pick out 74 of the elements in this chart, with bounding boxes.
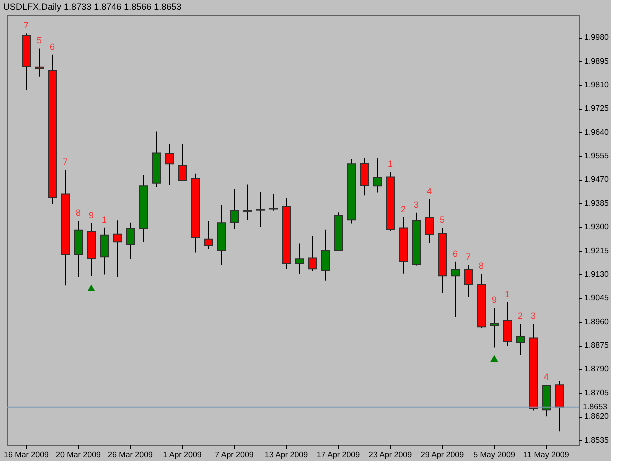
candlestick (555, 380, 564, 432)
y-tick-label: 1.9725 (584, 104, 610, 114)
text: 5 (440, 215, 446, 226)
x-tick-label: 11 May 2009 (524, 450, 570, 460)
text: 4 (426, 186, 432, 196)
text: 5 (36, 36, 42, 46)
y-tick-label: 1.8875 (584, 341, 610, 350)
y-tick-label: 1.9895 (584, 56, 610, 66)
y-tick-label: 1.9300 (584, 222, 610, 232)
x-tick-label: 29 Apr 2009 (420, 450, 465, 460)
candlestick (113, 220, 122, 278)
text: 9 (88, 210, 94, 220)
text: 8 (478, 261, 484, 272)
candlestick (165, 144, 174, 186)
candlestick (295, 243, 304, 275)
y-tick-label: 1.9640 (584, 128, 610, 137)
x-tick-label: 23 Apr 2009 (368, 450, 413, 460)
text: 7 (62, 157, 68, 168)
y-tick-label: 1.9555 (584, 152, 610, 161)
y-tick-label: 1.9470 (584, 175, 610, 184)
y-tick-label: 1.8620 (584, 412, 610, 422)
candlestick (451, 261, 460, 318)
candlestick (269, 194, 278, 212)
ref-line-label: 1.8653 (583, 402, 608, 412)
candlestick (256, 192, 265, 228)
candlestick (100, 227, 109, 276)
text: 1 (102, 214, 108, 225)
y-tick-label: 1.8960 (584, 317, 610, 326)
candlestick (308, 235, 317, 272)
y-tick-label: 1.8705 (584, 388, 610, 398)
y-tick-label: 1.8535 (584, 436, 610, 445)
text: 1 (388, 159, 394, 170)
text: 6 (452, 248, 458, 259)
y-tick-label: 1.9045 (584, 294, 610, 303)
x-tick-label: 20 Mar 2009 (56, 450, 102, 460)
chart-title: USDLFX,Daily 1.8733 1.8746 1.8566 1.8653 (4, 2, 182, 12)
text: 7 (466, 252, 472, 262)
text: 4 (544, 372, 550, 382)
candlestick (126, 222, 135, 260)
y-tick-label: 1.9385 (584, 198, 610, 208)
y-tick-label: 1.9215 (584, 246, 610, 256)
x-tick-label: 1 Apr 2009 (163, 450, 202, 460)
candlestick (516, 324, 525, 356)
text: 7 (24, 20, 30, 31)
candlestick (503, 302, 512, 347)
candlestick (243, 184, 252, 221)
text: 2 (518, 311, 524, 322)
x-tick-label: 26 Mar 2009 (108, 450, 154, 460)
text: 1 (504, 289, 510, 300)
text: 9 (492, 295, 498, 306)
x-tick-label: 7 Apr 2009 (215, 450, 254, 460)
candlestick (464, 264, 473, 298)
text: 3 (414, 200, 420, 210)
candlestick (360, 158, 369, 196)
text: 8 (76, 208, 82, 218)
candlestick (204, 220, 213, 250)
text: 2 (400, 204, 406, 214)
candlestick (490, 308, 499, 348)
y-tick-label: 1.9810 (584, 80, 610, 90)
candlestick (35, 48, 44, 78)
text: 6 (50, 42, 56, 52)
candlestick (230, 188, 239, 230)
x-tick-label: 5 May 2009 (474, 450, 516, 460)
x-tick-label: 17 Apr 2009 (316, 450, 361, 460)
y-tick-label: 1.8790 (584, 364, 610, 374)
y-tick-label: 1.9130 (584, 270, 610, 279)
x-tick-label: 13 Apr 2009 (264, 450, 309, 460)
y-tick-label: 1.9980 (584, 33, 610, 42)
candlestick (321, 229, 330, 282)
text: 3 (530, 311, 536, 322)
x-tick-label: 16 Mar 2009 (4, 450, 50, 460)
candlestick (373, 158, 382, 194)
candlestick (425, 198, 434, 244)
candlestick (178, 144, 187, 182)
